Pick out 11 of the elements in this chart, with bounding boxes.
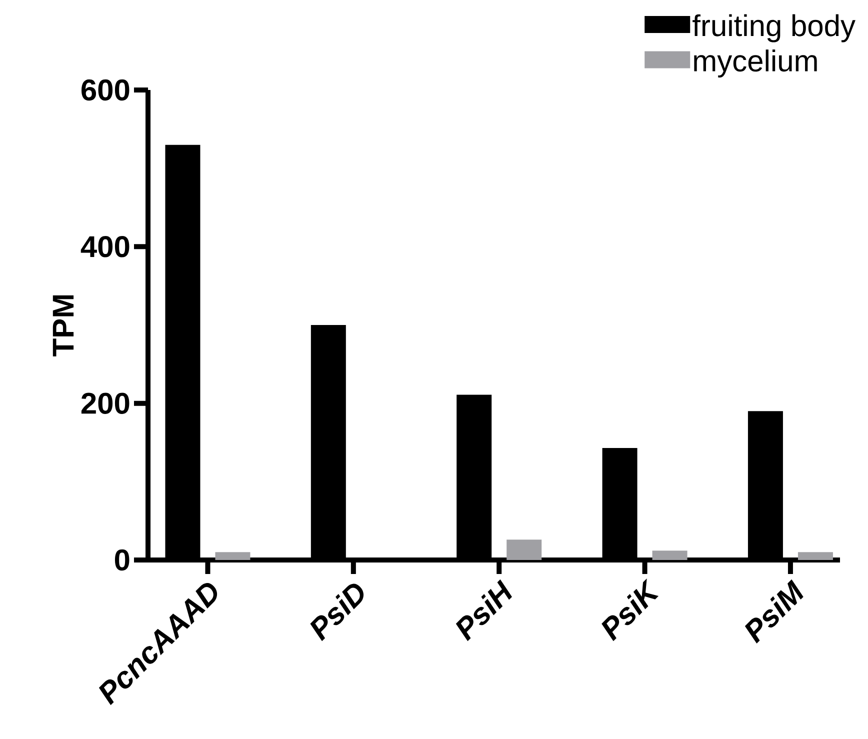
y-tick-label: 200 — [81, 392, 130, 414]
y-tick-label: 0 — [114, 549, 130, 571]
bar — [652, 550, 688, 560]
y-tick-label: 600 — [82, 79, 130, 101]
y-axis-title: TPM — [52, 295, 74, 356]
bar — [215, 552, 250, 560]
bar — [506, 540, 542, 560]
legend-label: mycelium — [694, 50, 817, 78]
legend-label: fruiting body — [692, 14, 856, 42]
y-tick-label: 400 — [80, 236, 130, 258]
bar — [798, 552, 833, 560]
